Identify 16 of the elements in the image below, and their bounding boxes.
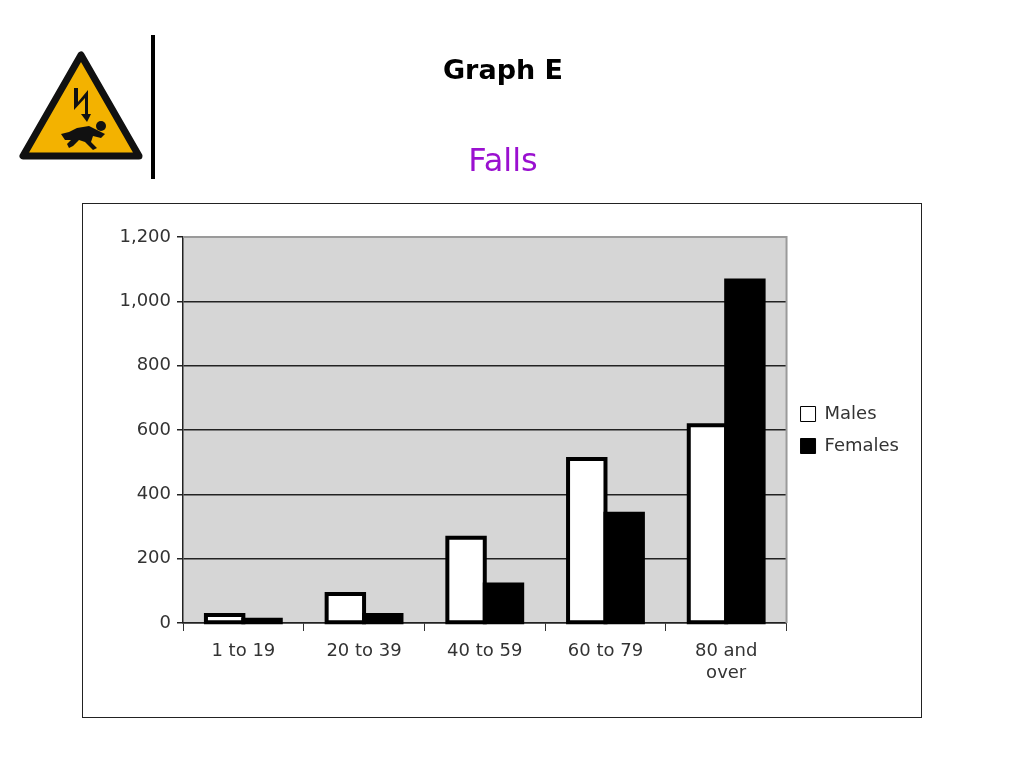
x-tick-label: 60 to 79 <box>567 639 644 661</box>
y-tick-label: 1,200 <box>119 224 171 246</box>
y-tick-label: 0 <box>159 610 171 632</box>
x-tick-label: 20 to 39 <box>326 639 402 661</box>
y-tick-label: 1,000 <box>119 289 171 311</box>
y-tick-label: 800 <box>136 353 171 375</box>
y-tick-label: 200 <box>136 546 171 568</box>
chart-subtitle: Falls <box>467 141 539 179</box>
y-tick-label: 400 <box>136 482 171 504</box>
x-tick-label: 1 to 19 <box>211 639 276 661</box>
legend-label: Females <box>824 433 900 455</box>
legend-label: Males <box>824 401 877 423</box>
chart-title: Graph E <box>441 54 565 85</box>
y-tick-label: 600 <box>136 417 171 439</box>
x-tick-label: 40 to 59 <box>447 639 523 661</box>
x-tick-label: 80 and over <box>694 639 758 683</box>
